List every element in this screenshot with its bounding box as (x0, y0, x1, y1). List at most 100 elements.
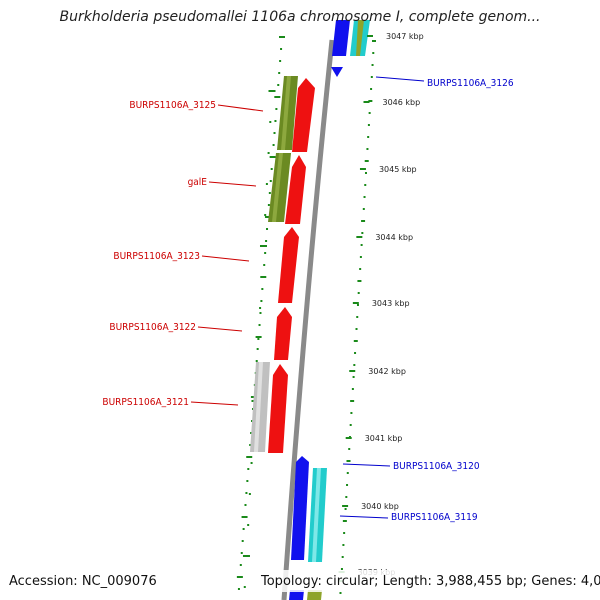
gc-dot (265, 183, 268, 185)
gene-BURPS1106A_3125[interactable] (292, 78, 315, 152)
label-BURPS1106A_3119[interactable]: BURPS1106A_3119 (391, 512, 478, 523)
gene-BURPS1106A_3121-grey[interactable] (250, 362, 270, 452)
gc-dot (351, 388, 354, 390)
label-BURPS1106A_3125[interactable]: BURPS1106A_3125 (129, 100, 216, 111)
gene-bottom-partial[interactable] (289, 590, 322, 600)
gc-dot (241, 540, 244, 542)
gc-dot (366, 148, 369, 150)
topology-summary: Topology: circular; Length: 3,988,455 bp… (261, 574, 600, 589)
gc-dot (261, 288, 264, 290)
tick-label: 3043 kbp (372, 299, 410, 308)
gc-dot (359, 268, 362, 270)
gene-BURPS1106A_3123[interactable] (278, 227, 299, 303)
gc-dot (259, 312, 262, 314)
label-galE[interactable]: galE (188, 177, 208, 188)
gc-dot (236, 576, 243, 578)
gc-dot (248, 493, 251, 495)
gc-dot (362, 208, 365, 210)
gc-dot (356, 316, 359, 318)
gc-dot (251, 420, 254, 422)
gc-dot (340, 568, 343, 570)
gc-dot (359, 256, 362, 258)
gene-galE-olive[interactable] (268, 153, 291, 222)
tick-label: 3042 kbp (368, 367, 406, 376)
gene-BURPS1106A_3120[interactable] (291, 456, 309, 560)
gc-dot (346, 484, 349, 486)
gc-dot (275, 108, 278, 110)
gc-dot (268, 90, 276, 92)
gc-dot (263, 264, 266, 266)
gc-dot (245, 492, 248, 494)
gc-dot (268, 192, 271, 194)
gc-dot (352, 376, 355, 378)
gc-dot (349, 424, 352, 426)
label-BURPS1106A_3120[interactable]: BURPS1106A_3120 (393, 461, 480, 472)
tick-label: 3041 kbp (365, 434, 403, 443)
gc-dot (370, 88, 373, 90)
accession-text: Accession: NC_009076 (9, 574, 157, 589)
gc-dot (370, 76, 373, 78)
gene-BURPS1106A_3126[interactable] (331, 67, 343, 77)
gc-dot (246, 456, 253, 458)
gc-dot (368, 112, 371, 114)
gc-dot (243, 586, 246, 588)
gc-dot (346, 460, 351, 462)
gc-dot (364, 172, 367, 174)
gc-dot (341, 556, 344, 558)
gc-dot (255, 360, 258, 362)
gc-dot (371, 64, 374, 66)
gc-dot (260, 276, 263, 278)
gene-galE[interactable] (285, 155, 306, 224)
gc-dot (256, 348, 259, 350)
gc-dot (259, 307, 262, 309)
gc-dot (265, 240, 268, 242)
gene-BURPS1106A_3121[interactable] (268, 364, 288, 453)
tick-label: 3046 kbp (383, 98, 421, 107)
gc-dot (364, 184, 367, 186)
gc-dot (348, 448, 351, 450)
gc-dot (264, 252, 267, 254)
gc-dot (269, 156, 276, 158)
footer-backdrop (258, 570, 598, 592)
gc-dot (274, 96, 281, 98)
gc-dot (343, 532, 346, 534)
gc-dot (357, 292, 360, 294)
tick-label: 3040 kbp (361, 502, 399, 511)
gc-dot (353, 364, 356, 366)
gene-BURPS1106A_3122[interactable] (274, 307, 292, 360)
label-BURPS1106A_3123[interactable]: BURPS1106A_3123 (113, 251, 200, 262)
gc-dot (367, 136, 370, 138)
label-BURPS1106A_3122[interactable]: BURPS1106A_3122 (109, 322, 196, 333)
gene-BURPS1106A_3125-olive[interactable] (277, 76, 298, 150)
gc-dot (339, 592, 342, 594)
gc-dot (269, 121, 272, 123)
label-BURPS1106A_3126[interactable]: BURPS1106A_3126 (427, 78, 514, 89)
tick-label: 3045 kbp (379, 165, 417, 174)
gc-dot (363, 196, 366, 198)
gene-BURPS1106A_3127[interactable] (332, 20, 350, 56)
gc-dot (274, 120, 277, 122)
gc-dot (361, 220, 366, 222)
gc-dot (270, 168, 273, 170)
gene-BURPS1106A_3119[interactable] (308, 468, 327, 562)
gc-dot (255, 336, 262, 338)
gene-labels: BURPS1106A_3126 BURPS1106A_3125 galE BUR… (102, 78, 513, 523)
gc-dot (257, 338, 260, 340)
gc-dot (356, 304, 359, 306)
gc-dot (353, 340, 358, 342)
label-BURPS1106A_3121[interactable]: BURPS1106A_3121 (102, 397, 189, 408)
gc-dot (345, 496, 348, 498)
gc-dot (273, 132, 276, 134)
gc-dot (368, 100, 373, 102)
gc-dot (239, 564, 242, 566)
gc-dot (360, 244, 363, 246)
gc-dot (342, 520, 347, 522)
gc-dot (357, 280, 362, 282)
gc-dot (260, 300, 263, 302)
gc-dot (250, 462, 253, 464)
gc-dot (264, 216, 271, 218)
gc-dot (247, 468, 250, 470)
gc-dot (240, 552, 243, 554)
gc-dot (364, 160, 369, 162)
gene-top-cyan[interactable] (350, 20, 370, 56)
